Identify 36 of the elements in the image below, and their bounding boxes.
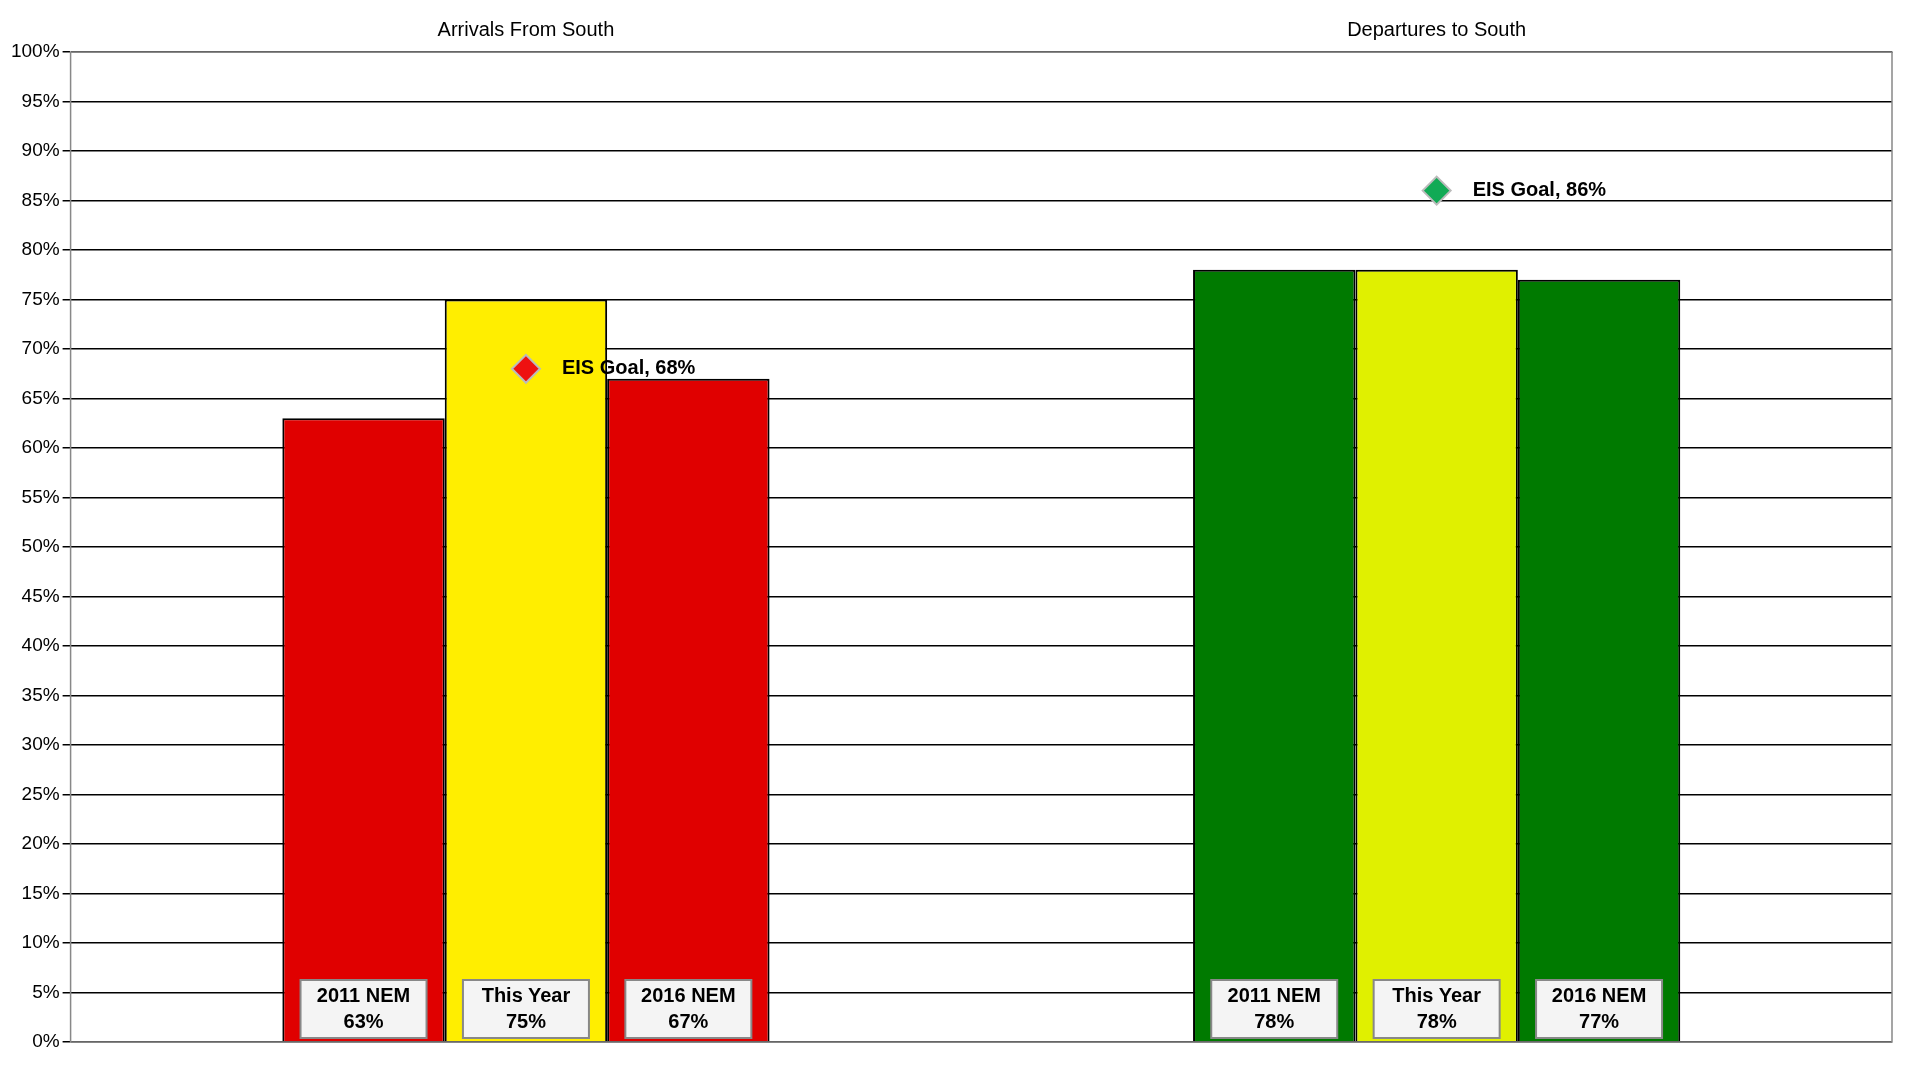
series-label: 2016 NEM <box>641 983 736 1006</box>
y-tick-label: 20% <box>21 832 60 854</box>
series-label: 2011 NEM <box>1227 983 1321 1006</box>
text: 2016 NEM <box>1551 983 1647 1006</box>
series-label: This Year <box>1392 983 1482 1006</box>
y-tick-label: 60% <box>21 436 60 458</box>
x-tick-label: Arrivals From South <box>437 17 615 40</box>
y-tick-label: 65% <box>21 386 60 408</box>
y-tick-label: 100% <box>10 40 60 62</box>
y-tick-label: 15% <box>21 881 60 903</box>
y-tick-label: 5% <box>32 980 60 1002</box>
data-label: 78% <box>1254 1009 1295 1032</box>
data-label: 77% <box>1579 1009 1620 1032</box>
y-tick-label: 80% <box>21 238 60 260</box>
data-label: 63% <box>343 1009 384 1032</box>
y-tick-label: 45% <box>21 584 60 606</box>
x-tick-label: Departures to South <box>1347 17 1527 40</box>
y-tick-label: 90% <box>21 139 60 161</box>
y-tick-label: 95% <box>21 89 60 111</box>
y-tick-label: 30% <box>21 733 60 755</box>
text: This Year <box>481 983 571 1006</box>
data-label: EIS Goal, 86% <box>1472 178 1607 201</box>
y-tick-label: 50% <box>21 535 60 557</box>
y-tick-label: 70% <box>21 337 60 359</box>
data-label: 78% <box>1416 1009 1457 1032</box>
y-tick-label: 0% <box>32 1030 60 1052</box>
y-tick-label: 75% <box>21 287 60 309</box>
text: 2011 NEM <box>316 983 411 1006</box>
y-tick-label: 10% <box>21 931 60 953</box>
data-label: 67% <box>668 1009 709 1032</box>
y-tick-label: 85% <box>21 188 60 210</box>
data-label: 75% <box>505 1009 547 1032</box>
y-tick-label: 40% <box>21 634 60 656</box>
y-tick-label: 55% <box>21 485 60 507</box>
y-tick-label: 25% <box>21 782 60 804</box>
y-tick-label: 35% <box>21 683 60 705</box>
